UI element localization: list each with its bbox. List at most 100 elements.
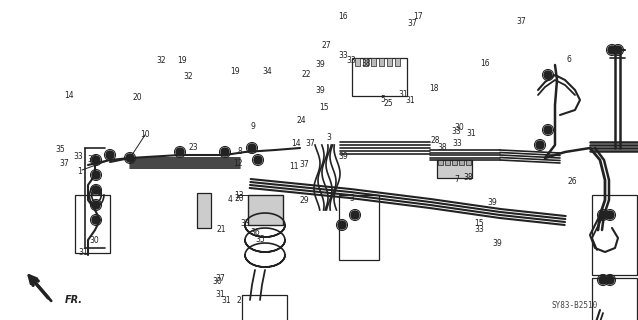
Bar <box>355 58 360 66</box>
Text: 16: 16 <box>480 60 490 68</box>
Bar <box>379 58 384 66</box>
Text: 35: 35 <box>56 145 65 154</box>
Text: 39: 39 <box>488 198 498 207</box>
Text: 36: 36 <box>87 155 97 164</box>
Circle shape <box>126 154 134 162</box>
Bar <box>395 58 400 66</box>
Text: 38: 38 <box>437 143 447 152</box>
Circle shape <box>92 171 100 179</box>
Circle shape <box>221 148 229 156</box>
Text: 33: 33 <box>338 51 348 60</box>
Text: 23: 23 <box>188 143 198 152</box>
Text: 31: 31 <box>215 290 225 299</box>
Text: SY83-B2510: SY83-B2510 <box>552 300 598 309</box>
Text: 6: 6 <box>566 55 571 64</box>
Text: 17: 17 <box>413 12 423 21</box>
Text: 34: 34 <box>263 68 272 76</box>
Text: 24: 24 <box>297 116 306 125</box>
Circle shape <box>599 211 607 219</box>
Bar <box>75 195 110 253</box>
Text: 33: 33 <box>346 56 356 65</box>
Text: 32: 32 <box>156 56 166 65</box>
Text: 5: 5 <box>380 95 385 104</box>
Text: 38: 38 <box>464 173 473 182</box>
Text: 37: 37 <box>59 159 69 168</box>
Circle shape <box>106 151 114 159</box>
Text: 31: 31 <box>221 296 232 305</box>
Circle shape <box>606 276 614 284</box>
Text: 10: 10 <box>140 130 151 139</box>
Bar <box>352 58 407 96</box>
Text: 7: 7 <box>454 175 459 184</box>
Circle shape <box>92 216 100 224</box>
Text: 29: 29 <box>300 196 309 205</box>
Circle shape <box>338 221 346 229</box>
Circle shape <box>614 46 622 54</box>
Text: 3: 3 <box>349 194 354 203</box>
Text: 37: 37 <box>300 160 309 169</box>
Text: 33: 33 <box>73 152 83 161</box>
Text: 38: 38 <box>361 59 371 68</box>
Text: 11: 11 <box>289 162 299 171</box>
Bar <box>592 278 637 320</box>
Text: 39: 39 <box>493 239 503 248</box>
Text: 33: 33 <box>241 220 250 228</box>
Bar <box>466 160 471 165</box>
Circle shape <box>606 211 614 219</box>
Bar <box>438 160 443 165</box>
Text: 19: 19 <box>230 68 240 76</box>
Text: 22: 22 <box>301 70 311 79</box>
Bar <box>459 160 464 165</box>
Circle shape <box>248 144 256 152</box>
Text: 13: 13 <box>234 191 244 200</box>
Bar <box>592 195 637 275</box>
Text: 39: 39 <box>338 152 348 161</box>
Text: 18: 18 <box>429 84 439 93</box>
Text: 37: 37 <box>305 139 315 148</box>
Text: 39: 39 <box>316 60 325 69</box>
Text: 14: 14 <box>64 91 74 100</box>
Text: 14: 14 <box>292 140 301 148</box>
Bar <box>445 160 450 165</box>
Text: 31: 31 <box>399 90 408 99</box>
Text: 30: 30 <box>89 236 100 245</box>
Text: 37: 37 <box>517 17 526 26</box>
Text: 20: 20 <box>132 93 142 102</box>
Text: 8: 8 <box>238 148 242 156</box>
Text: 9: 9 <box>250 122 255 131</box>
Text: 33: 33 <box>452 140 462 148</box>
Bar <box>197 193 211 228</box>
Text: 37: 37 <box>215 274 225 283</box>
Circle shape <box>599 276 607 284</box>
Text: 27: 27 <box>322 41 331 50</box>
Text: 16: 16 <box>338 12 348 21</box>
Circle shape <box>536 141 544 149</box>
Text: 15: 15 <box>474 220 484 228</box>
Text: 21: 21 <box>217 225 226 234</box>
Text: 15: 15 <box>319 103 329 112</box>
Text: 26: 26 <box>568 177 577 186</box>
Bar <box>363 58 368 66</box>
Text: 31: 31 <box>405 96 415 105</box>
Circle shape <box>92 156 100 164</box>
Bar <box>248 195 283 225</box>
Bar <box>339 195 379 260</box>
Text: 12: 12 <box>233 159 242 168</box>
Text: 25: 25 <box>383 99 393 108</box>
Bar <box>371 58 376 66</box>
Text: 36: 36 <box>250 228 260 237</box>
Text: 30: 30 <box>455 123 464 132</box>
Text: 28: 28 <box>431 136 440 145</box>
Circle shape <box>92 201 100 209</box>
Text: 33: 33 <box>475 225 485 234</box>
Circle shape <box>176 148 184 156</box>
Circle shape <box>608 46 616 54</box>
Text: 31: 31 <box>78 248 88 257</box>
Circle shape <box>92 186 100 194</box>
Circle shape <box>254 156 262 164</box>
Text: 35: 35 <box>255 235 265 244</box>
Circle shape <box>544 71 552 79</box>
Text: 3: 3 <box>327 133 332 142</box>
Text: 33: 33 <box>451 127 461 136</box>
Bar <box>452 160 457 165</box>
